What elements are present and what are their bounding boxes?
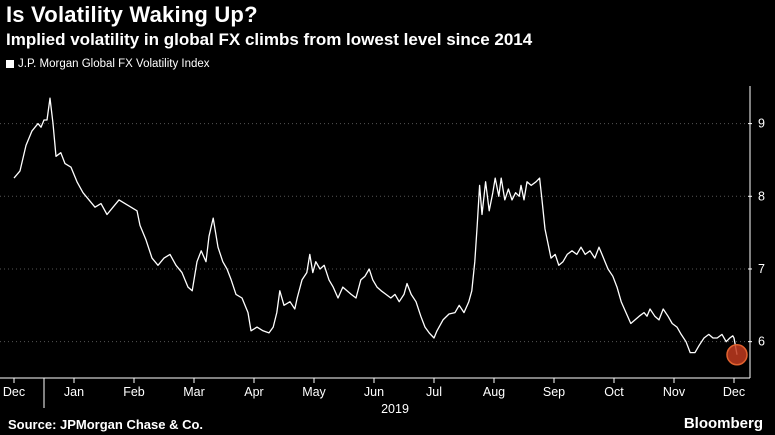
latest-value-marker — [726, 343, 748, 366]
x-tick-label: Sep — [543, 385, 565, 399]
x-tick-label: Dec — [723, 385, 745, 399]
x-tick-label: Dec — [3, 385, 25, 399]
legend: J.P. Morgan Global FX Volatility Index — [6, 58, 210, 70]
year-label: 2019 — [381, 402, 409, 416]
x-tick-label: Jul — [426, 385, 442, 399]
source-note: Source: JPMorgan Chase & Co. — [8, 417, 204, 432]
bloomberg-logo: Bloomberg — [683, 415, 763, 432]
chart-title: Is Volatility Waking Up? — [6, 2, 258, 27]
x-tick-label: Mar — [183, 385, 205, 399]
x-tick-label: Oct — [604, 385, 624, 399]
x-tick-label: Feb — [123, 385, 145, 399]
x-tick-label: Jun — [364, 385, 384, 399]
y-tick-label: 8 — [758, 189, 765, 203]
chart-subtitle: Implied volatility in global FX climbs f… — [6, 30, 533, 49]
y-tick-label: 6 — [758, 335, 765, 349]
x-tick-label: May — [302, 385, 326, 399]
x-tick-label: Jan — [64, 385, 84, 399]
legend-label: J.P. Morgan Global FX Volatility Index — [18, 58, 210, 70]
x-tick-label: Aug — [483, 385, 505, 399]
y-tick-label: 9 — [758, 117, 765, 131]
legend-swatch — [6, 60, 14, 68]
x-tick-label: Nov — [663, 385, 686, 399]
series-line — [13, 97, 738, 355]
x-tick-label: Apr — [244, 385, 263, 399]
y-tick-label: 7 — [758, 262, 765, 276]
